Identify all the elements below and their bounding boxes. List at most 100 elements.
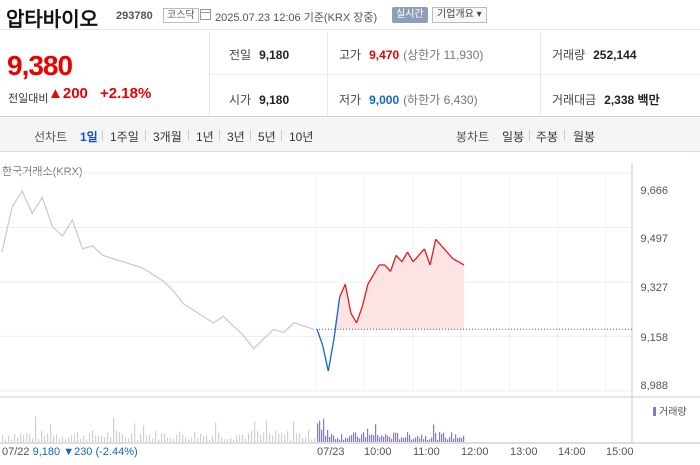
exchange-label: 한국거래소(KRX): [2, 166, 83, 178]
volume-bar-today: [337, 438, 339, 442]
metric-label: 전일: [229, 48, 252, 62]
volume-bar-prev: [179, 431, 181, 442]
volume-bar-prev: [200, 433, 202, 442]
volume-bar-prev: [11, 439, 13, 442]
tab-separator: [529, 130, 530, 141]
tab-3month[interactable]: 3개월: [153, 130, 182, 144]
y-tick-label: 9,497: [640, 233, 668, 245]
volume-bar-prev: [194, 432, 196, 442]
volume-bar-prev: [185, 437, 187, 442]
tab-weekly-candle[interactable]: 주봉: [536, 130, 559, 144]
tab-monthly-candle[interactable]: 월봉: [573, 130, 596, 144]
metric-trade-value: 거래대금 2,338 백만: [552, 91, 660, 108]
tab-separator: [564, 130, 565, 141]
volume-bar-prev: [173, 439, 175, 442]
volume-bar-today: [395, 432, 397, 442]
company-overview-dropdown[interactable]: 기업개요 ▾: [432, 7, 487, 23]
volume-bar-today: [427, 439, 429, 442]
volume-bar-prev: [83, 435, 85, 442]
volume-bar-today: [431, 437, 433, 442]
x-tick-label: 13:00: [510, 446, 538, 458]
volume-bar-today: [347, 438, 349, 442]
volume-bar-today: [421, 434, 423, 442]
volume-bar-today: [371, 434, 373, 442]
series-today-segment: [406, 251, 414, 263]
volume-bar-prev: [134, 423, 136, 442]
volume-bar-prev: [227, 439, 229, 442]
volume-bar-today: [331, 434, 333, 442]
volume-bar-prev: [218, 432, 220, 442]
tab-daily-candle[interactable]: 일봉: [502, 130, 525, 144]
volume-bar-today: [325, 436, 327, 442]
volume-legend-swatch: [653, 407, 656, 416]
volume-bar-today: [417, 435, 419, 442]
volume-bar-today: [343, 439, 345, 442]
volume-bar-prev: [188, 439, 190, 442]
volume-bar-today: [345, 437, 347, 442]
series-today-segment: [395, 254, 403, 263]
metric-open: 시가 9,180: [229, 91, 289, 108]
tab-5year[interactable]: 5년: [258, 130, 276, 144]
metric-label: 고가: [339, 48, 362, 62]
tab-separator: [281, 130, 282, 141]
volume-bar-prev: [56, 434, 58, 442]
price-chart[interactable]: 한국거래소(KRX) 9,666 9,497 9,327 9,158 8,988…: [0, 153, 700, 465]
tab-1year[interactable]: 1년: [196, 130, 214, 144]
volume-bar-prev: [293, 421, 295, 442]
volume-bar-today: [359, 438, 361, 442]
change-amount: ▲200: [48, 85, 88, 102]
column-divider: [540, 31, 541, 117]
x-tick-label: 15:00: [606, 446, 634, 458]
tab-separator: [219, 130, 220, 141]
volume-bar-today: [399, 439, 401, 442]
volume-bar-prev: [311, 439, 313, 442]
volume-bar-prev: [8, 435, 10, 442]
column-divider: [327, 31, 328, 117]
volume-bar-prev: [164, 433, 166, 442]
volume-bar-today: [401, 437, 403, 442]
volume-bar-prev: [167, 437, 169, 442]
series-today-segment: [367, 274, 375, 285]
lower-limit: (하한가 6,430): [403, 93, 478, 107]
volume-bar-prev: [38, 438, 40, 442]
metric-high: 고가 9,470 (상한가 11,930): [339, 46, 483, 63]
volume-bar-prev: [305, 436, 307, 442]
summary-divider: [210, 74, 700, 75]
volume-bar-prev: [95, 435, 97, 442]
series-today-segment: [423, 248, 431, 266]
volume-bar-prev: [128, 437, 130, 442]
volume-bar-today: [365, 437, 367, 442]
series-prev-day-line: [1, 189, 315, 350]
tab-3year[interactable]: 3년: [227, 130, 245, 144]
volume-bar-prev: [44, 435, 46, 442]
series-today-segment: [344, 284, 352, 314]
metric-low: 저가 9,000 (하한가 6,430): [339, 91, 478, 108]
price-chart-plot[interactable]: [0, 153, 700, 465]
volume-bar-prev: [281, 432, 283, 442]
volume-bar-today: [443, 432, 445, 442]
x-tick-label: 10:00: [364, 446, 392, 458]
volume-bar-prev: [131, 433, 133, 442]
volume-bar-today: [397, 433, 399, 442]
volume-bar-prev: [248, 433, 250, 442]
metric-label: 저가: [339, 93, 362, 107]
volume-bar-today: [407, 432, 409, 442]
y-tick-label: 9,666: [640, 185, 668, 197]
tab-1week[interactable]: 1주일: [110, 130, 139, 144]
volume-bar-today: [429, 439, 431, 442]
tab-1day[interactable]: 1일: [80, 130, 98, 144]
realtime-button[interactable]: 실시간: [392, 7, 428, 23]
volume-bar-prev: [2, 435, 4, 442]
metric-label: 거래량: [552, 48, 586, 62]
series-today-segment: [429, 239, 437, 266]
volume-bar-today: [405, 437, 407, 442]
volume-bar-today: [403, 438, 405, 442]
tab-10year[interactable]: 10년: [289, 130, 314, 144]
series-today-segment: [412, 254, 420, 263]
volume-bar-prev: [68, 437, 70, 442]
volume-bar-prev: [275, 430, 277, 442]
volume-bar-today: [457, 438, 459, 442]
volume-bar-prev: [143, 425, 145, 442]
timestamp: 2025.07.23 12:06 기준(KRX 장중): [215, 12, 378, 24]
volume-bar-prev: [278, 433, 280, 442]
